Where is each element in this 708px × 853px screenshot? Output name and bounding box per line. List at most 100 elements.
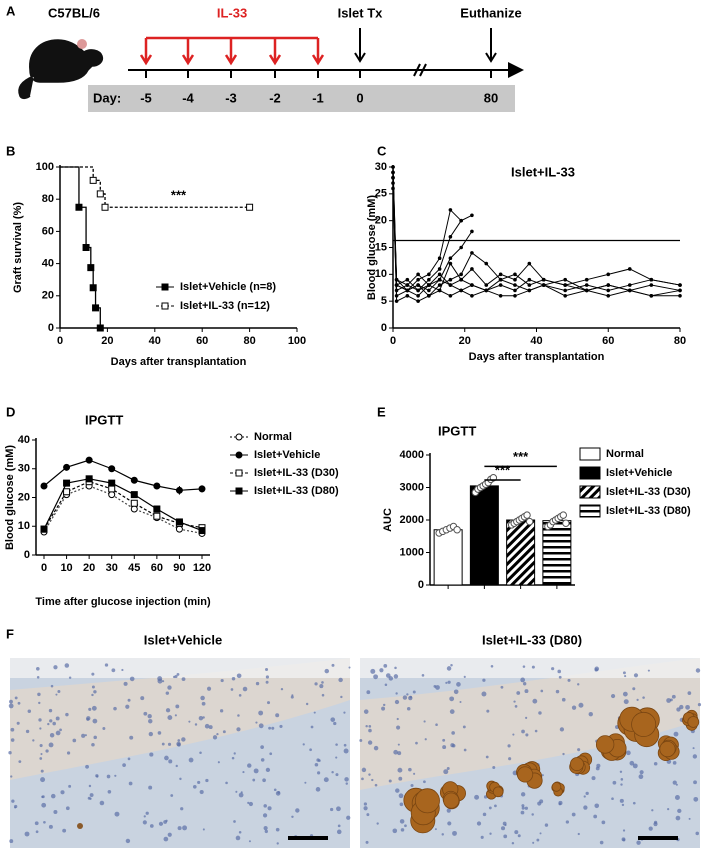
- nucleus: [388, 676, 394, 681]
- nucleus: [317, 771, 321, 775]
- nucleus: [121, 668, 124, 672]
- nucleus: [445, 681, 448, 684]
- nucleus: [230, 688, 234, 691]
- point: [416, 272, 420, 277]
- point: [527, 277, 532, 282]
- nucleus: [260, 758, 265, 762]
- nucleus: [632, 763, 638, 769]
- nucleus: [571, 705, 577, 710]
- nucleus: [177, 739, 181, 742]
- nucleus: [396, 725, 401, 730]
- nucleus: [594, 803, 600, 809]
- nucleus: [595, 766, 600, 771]
- nucleus: [577, 683, 580, 686]
- legend-label: Islet+IL-33 (D30): [254, 467, 339, 479]
- nucleus: [394, 699, 400, 705]
- nucleus: [91, 685, 95, 689]
- background: [360, 658, 700, 678]
- nucleus: [343, 743, 347, 747]
- nucleus: [620, 783, 623, 786]
- nucleus: [280, 687, 284, 691]
- nucleus: [96, 775, 99, 778]
- nucleus: [591, 776, 596, 781]
- point: [484, 283, 489, 287]
- nucleus: [114, 774, 117, 777]
- nucleus: [446, 808, 451, 813]
- legend-swatch: [579, 485, 601, 499]
- point: [416, 288, 420, 293]
- islet: [516, 766, 534, 783]
- nucleus: [129, 676, 135, 682]
- point: [108, 465, 116, 473]
- nucleus: [623, 699, 629, 705]
- islet: [659, 740, 676, 758]
- point: [470, 229, 474, 234]
- x-tick-label: 60: [602, 335, 614, 347]
- point: [40, 482, 48, 490]
- nucleus: [373, 745, 379, 751]
- nucleus: [93, 690, 97, 694]
- nucleus: [521, 806, 525, 810]
- nucleus: [147, 714, 152, 719]
- nucleus: [162, 680, 165, 683]
- nucleus: [55, 716, 60, 721]
- nucleus: [451, 731, 455, 735]
- glucose-line: [392, 177, 462, 292]
- y-tick-label: 0: [24, 549, 30, 561]
- nucleus: [247, 801, 250, 804]
- chart-title: IPGTT: [85, 412, 123, 427]
- nucleus: [125, 704, 130, 709]
- nucleus: [480, 835, 484, 839]
- point: [678, 283, 682, 287]
- nucleus: [508, 757, 512, 761]
- nucleus: [476, 821, 482, 826]
- nucleus: [148, 731, 154, 737]
- nucleus: [34, 821, 39, 826]
- point: [246, 203, 254, 211]
- nucleus: [318, 759, 321, 762]
- y-tick-label: 5: [381, 295, 387, 307]
- bar: [542, 520, 572, 586]
- nucleus: [84, 734, 87, 737]
- nucleus: [611, 797, 614, 801]
- nucleus: [238, 792, 244, 798]
- nucleus: [99, 800, 105, 806]
- nucleus: [8, 751, 12, 755]
- nucleus: [366, 690, 371, 695]
- y-tick-label: 0: [418, 579, 424, 591]
- point: [92, 304, 100, 312]
- nucleus: [667, 808, 670, 811]
- nucleus: [253, 768, 259, 774]
- x-tick-label: 0: [57, 335, 63, 347]
- day-value: -3: [225, 90, 237, 105]
- nucleus: [544, 823, 549, 827]
- nucleus: [626, 750, 631, 756]
- nucleus: [32, 739, 35, 742]
- x-tick-label: 40: [149, 335, 161, 347]
- point: [627, 267, 632, 271]
- point: [391, 175, 395, 180]
- nucleus: [647, 669, 650, 672]
- point: [459, 288, 463, 293]
- nucleus: [263, 804, 267, 808]
- nucleus: [638, 774, 644, 780]
- point: [63, 479, 71, 487]
- nucleus: [621, 803, 625, 807]
- nucleus: [231, 756, 235, 760]
- nucleus: [413, 772, 416, 775]
- nucleus: [208, 725, 213, 730]
- chart-title: IPGTT: [438, 423, 476, 438]
- y-tick-label: 0: [48, 322, 54, 334]
- y-tick-label: 10: [375, 268, 387, 280]
- glucose-line: [392, 166, 681, 292]
- x-tick-label: 40: [530, 335, 542, 347]
- nucleus: [93, 735, 97, 740]
- point: [235, 451, 243, 459]
- point: [63, 488, 71, 496]
- nucleus: [447, 680, 451, 684]
- nucleus: [612, 780, 617, 785]
- islet: [687, 716, 700, 728]
- point: [448, 277, 453, 282]
- nucleus: [513, 700, 516, 703]
